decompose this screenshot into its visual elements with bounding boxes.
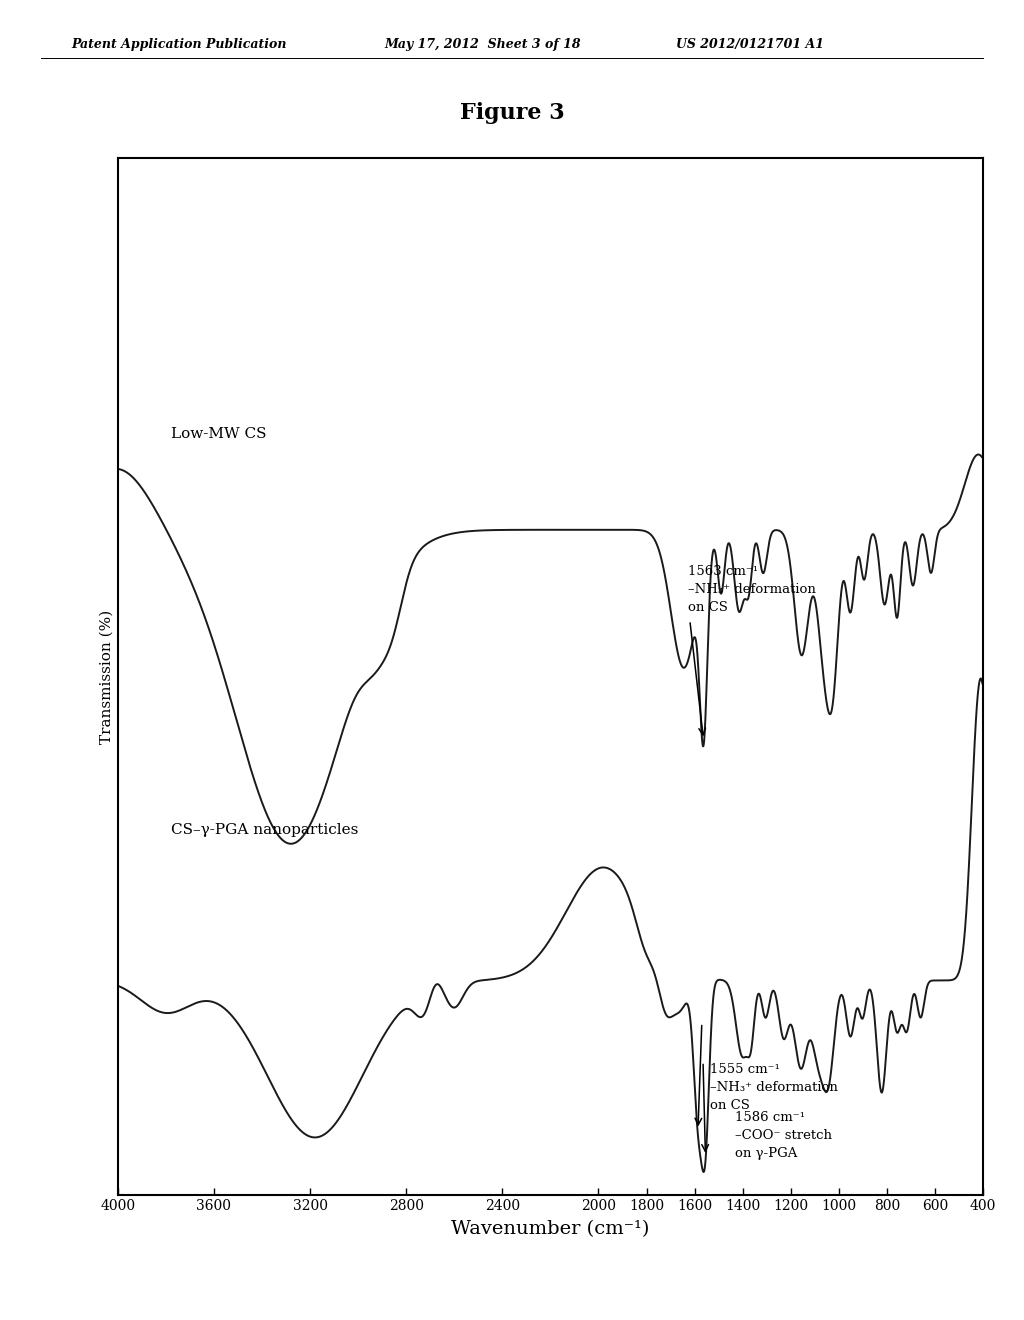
Text: Figure 3: Figure 3 <box>460 102 564 124</box>
Text: 1586 cm⁻¹
–COO⁻ stretch
on γ-PGA: 1586 cm⁻¹ –COO⁻ stretch on γ-PGA <box>735 1110 833 1159</box>
Y-axis label: Transmission (%): Transmission (%) <box>99 610 114 743</box>
Text: CS–γ-PGA nanoparticles: CS–γ-PGA nanoparticles <box>171 822 358 837</box>
X-axis label: Wavenumber (cm⁻¹): Wavenumber (cm⁻¹) <box>452 1221 649 1238</box>
Text: Patent Application Publication: Patent Application Publication <box>72 38 287 51</box>
Text: May 17, 2012  Sheet 3 of 18: May 17, 2012 Sheet 3 of 18 <box>384 38 581 51</box>
Text: Low-MW CS: Low-MW CS <box>171 426 266 441</box>
Text: 1563 cm⁻¹
–NH₃⁺ deformation
on CS: 1563 cm⁻¹ –NH₃⁺ deformation on CS <box>688 565 816 614</box>
Text: US 2012/0121701 A1: US 2012/0121701 A1 <box>676 38 824 51</box>
Text: 1555 cm⁻¹
–NH₃⁺ deformation
on CS: 1555 cm⁻¹ –NH₃⁺ deformation on CS <box>711 1063 838 1111</box>
